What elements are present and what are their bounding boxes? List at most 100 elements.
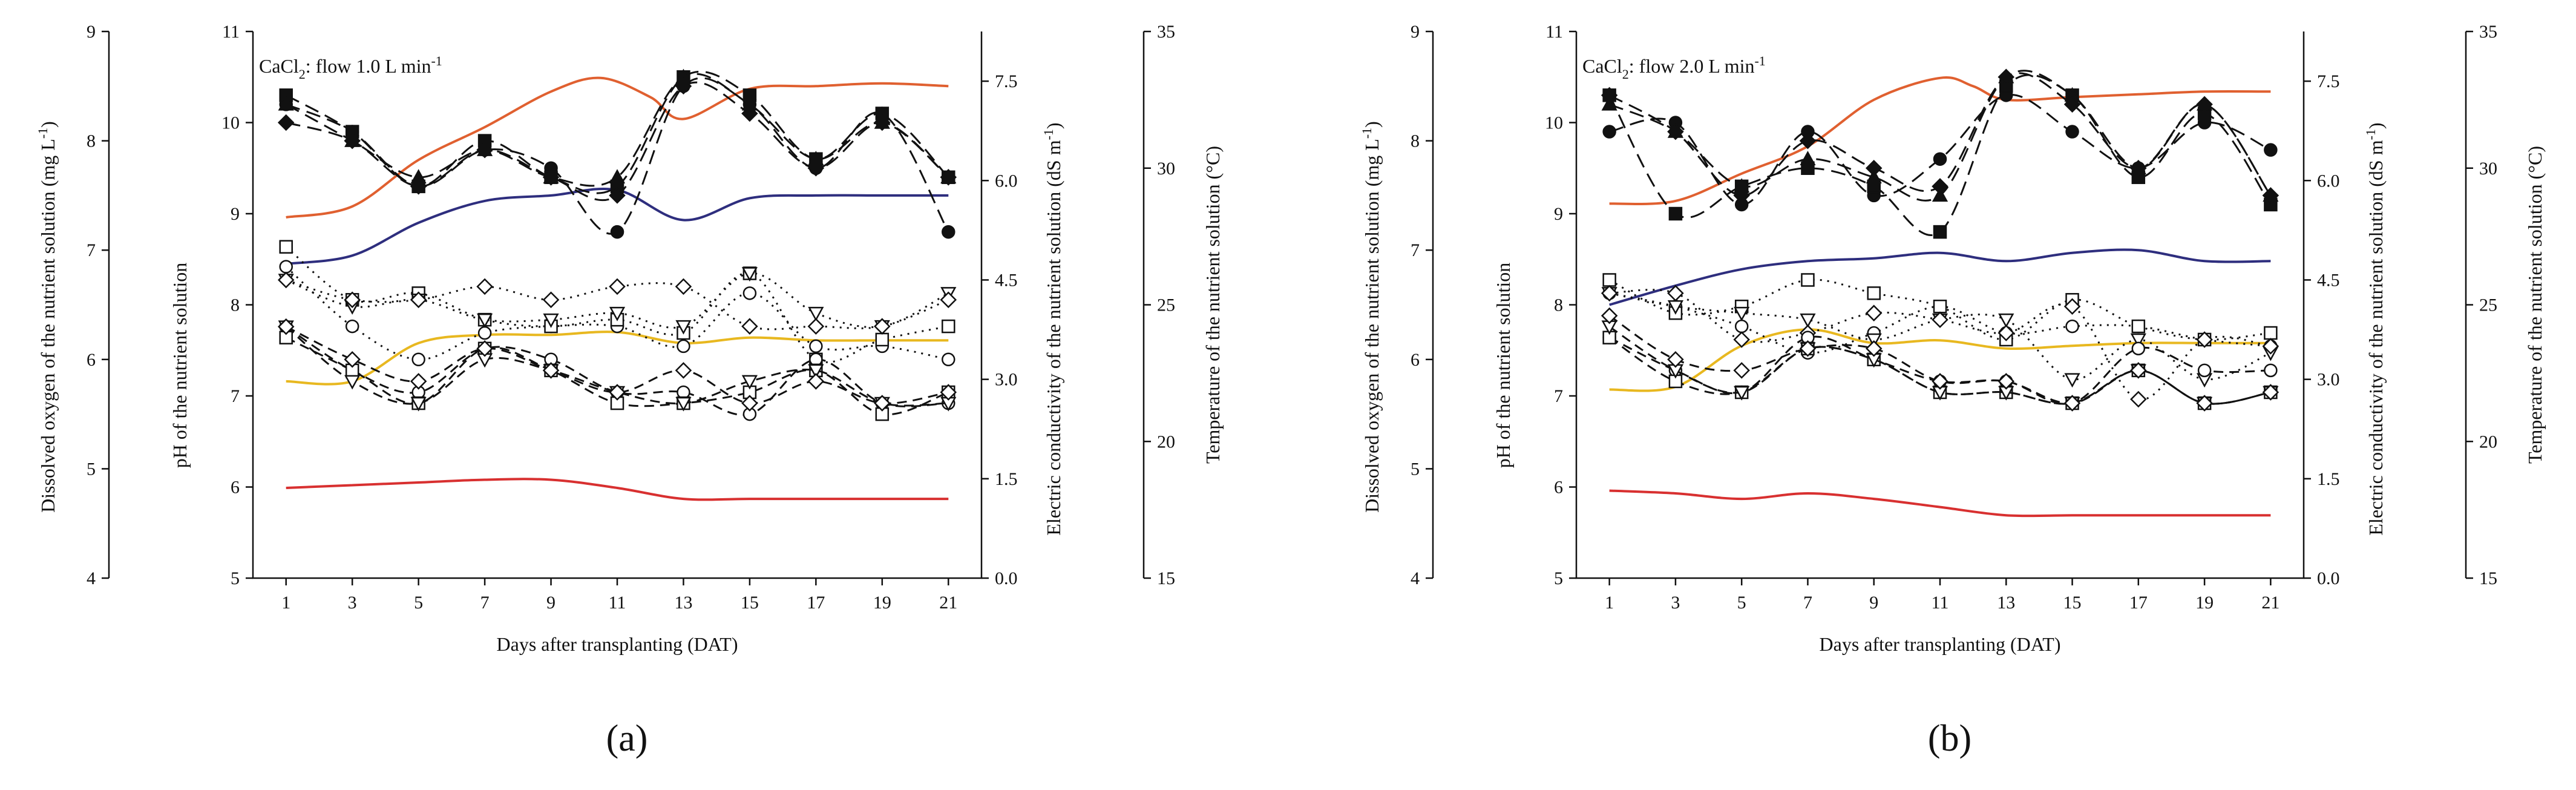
ph-series-point [1933,152,1947,166]
ec-series-point [477,326,492,340]
do-series-point [807,373,825,390]
ph-series-point [1998,68,2015,86]
temperature-curve [1609,248,2271,306]
ph-tick-label: 5 [1554,568,1563,588]
temp-tick-label: 15 [2479,568,2497,588]
do-series-point [2197,363,2212,378]
ph-series-point [2065,125,2079,139]
do-series-point [277,318,295,335]
x-tick-label: 17 [807,593,825,613]
ec-series-point [1998,324,2015,341]
temp-tick-label: 35 [2479,22,2497,42]
ph-series-point [1668,206,1683,221]
x-tick-label: 15 [741,593,759,613]
do-series [1601,307,2279,412]
temp-axis: 15 20 25 30 35 Temperature of the nutrient so… [1142,22,1224,588]
caption-b: (b) [1928,718,1971,759]
ec-series-point [2264,326,2278,340]
x-tick-label: 1 [281,593,290,613]
x-tick-label: 9 [1869,593,1878,613]
ec-axis-label-sup: -1 [2363,129,2378,140]
ph-tick-label: 11 [222,22,240,42]
ec-series-point [1734,306,1750,321]
ec-series-point [940,291,957,309]
ph-series-point [1865,159,1883,177]
do-series-point [741,395,758,412]
temp-tick-label: 20 [2479,432,2497,452]
ph-tick-label: 8 [231,295,240,315]
ec-series-point [677,339,690,354]
ec-series-point [1865,304,1883,321]
temperature-curve [1609,328,2271,392]
ph-series-point [1932,187,1948,202]
ph-tick-label: 7 [1554,386,1563,406]
ec-series-point [543,313,559,328]
temperature-curve [1609,489,2271,518]
do-tick-label: 4 [1411,568,1420,588]
ec-series-point [476,278,493,295]
temp-tick-label: 25 [1157,295,1175,315]
ph-tick-label: 10 [221,113,240,133]
x-tick-label: 7 [480,593,490,613]
x-tick-label: 15 [2063,593,2082,613]
temperature-curve [286,76,949,219]
ec-series-point [742,286,757,300]
ec-series-point [609,306,626,321]
ec-series-point [277,271,295,289]
do-series-point [1734,386,1750,401]
ec-series [277,240,957,367]
ph-tick-label: 11 [1545,22,1563,42]
ec-series-point [1734,319,1749,334]
temperature-curve [286,478,949,501]
ec-series-point [1867,286,1881,300]
ec-series-point [411,352,425,367]
ph-series-line [1608,74,2272,237]
ec-series-point [2196,331,2213,348]
ph-series-line [286,77,949,235]
x-tick-label: 17 [2129,593,2148,613]
ph-tick-label: 6 [231,478,240,498]
ec-series-point [942,352,955,367]
ec-axis: 0.0 1.5 3.0 4.5 6.0 7.5 Electric conductivity … [982,71,1064,588]
ec-series-point [279,240,293,254]
ec-series-point [1866,333,1882,348]
ec-series-point [542,291,560,309]
ec-series-point [1933,299,1947,314]
ec-series-point [874,318,891,335]
x-tick-label: 3 [348,593,357,613]
ec-axis-label: Electric conductivity of the nutrient so… [1041,122,1064,535]
panel-title-rest: : flow 1.0 L min [306,55,431,77]
ph-series-point [410,178,427,195]
ec-series-point [809,339,823,354]
ec-axis-label-main: Electric conductivity of the nutrient so… [2365,140,2387,535]
ec-series-point [2130,333,2146,348]
do-series [277,318,957,421]
do-tick-label: 9 [87,22,96,42]
ec-series-point [1998,313,2014,328]
ph-tick-label: 7 [231,386,240,406]
do-axis-label-sup: -1 [1359,128,1374,139]
do-tick-label: 5 [1411,459,1420,479]
x-tick-label: 19 [2195,593,2214,613]
do-series-point [2063,395,2081,412]
do-series-point [940,384,957,401]
ec-series-point [942,319,955,334]
temp-tick-label: 15 [1157,568,1175,588]
ec-series-point [741,318,758,335]
do-tick-label: 7 [87,240,96,260]
ph-series-point [2262,187,2279,204]
x-tick-label: 9 [546,593,556,613]
do-series-point [410,397,427,412]
panel-title-sub: 2 [1622,67,1629,82]
do-series-point [609,384,626,401]
do-tick-label: 8 [87,131,96,151]
ph-series-point [942,225,955,239]
ph-series-line [285,73,949,187]
x-axis-label: Days after transplanting (DAT) [497,633,738,655]
ec-series-point [609,278,626,295]
do-tick-label: 6 [87,350,96,370]
ec-series-point [808,306,824,321]
do-series-point [1799,340,1817,357]
temp-axis-label: Temperature of the nutrient solution (°C… [1202,146,1224,464]
